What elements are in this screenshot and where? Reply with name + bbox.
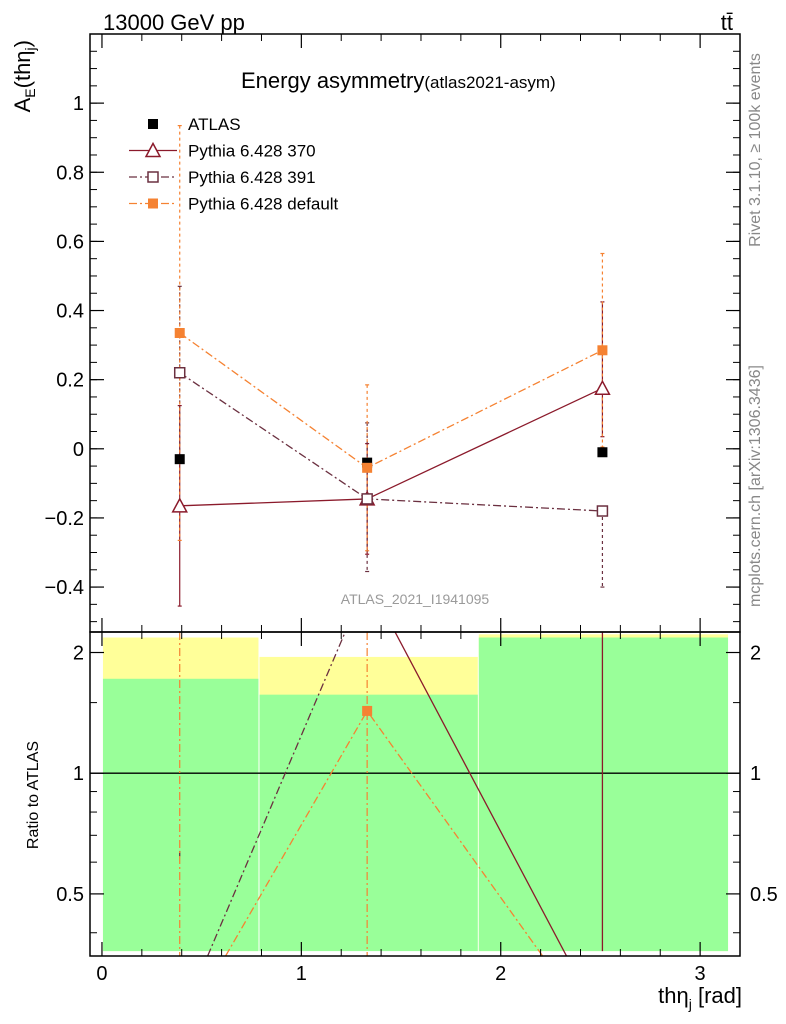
legend-label-3: Pythia 6.428 default (188, 195, 339, 214)
ratio-tick-label: 2 (73, 643, 84, 665)
data-point-3 (362, 462, 373, 473)
legend-marker-0 (148, 119, 158, 129)
data-point-0 (174, 454, 185, 465)
legend-marker-2 (147, 171, 159, 183)
ratio-line-370 (394, 632, 568, 956)
svg-text:AE(thηj): AE(thηj) (10, 40, 38, 112)
y-axis-label: AE(thηj) (10, 40, 38, 112)
analysis-label: ATLAS_2021_I1941095 (341, 591, 490, 607)
mcplots-label: mcplots.cern.ch [arXiv:1306.3436] (747, 365, 764, 607)
ratio-y-label: Ratio to ATLAS (25, 741, 42, 849)
ratio-plot-frame (89, 631, 741, 957)
y-tick-label: 0.4 (56, 301, 84, 323)
header-left: 13000 GeV pp (103, 10, 245, 35)
ratio-uncertainty-bands (90, 634, 740, 952)
data-point-1 (171, 497, 188, 513)
ratio-tick-label: 0.5 (56, 884, 84, 906)
legend-marker-1 (144, 141, 162, 158)
x-tick-label: 0 (96, 963, 107, 985)
ratio-band-inner-0 (102, 678, 259, 952)
ratio-band-inner-2 (478, 637, 729, 952)
data-point-2 (596, 505, 609, 517)
series-line-2 (179, 372, 603, 512)
ratio-tick-label-right: 1 (750, 763, 761, 785)
ratio-tick-label-right: 2 (750, 643, 761, 665)
legend-label-1: Pythia 6.428 370 (188, 142, 316, 161)
y-tick-label: 0.8 (56, 162, 84, 184)
y-tick-label: 0.6 (56, 231, 84, 253)
data-point-0 (597, 447, 608, 458)
data-point-3 (597, 345, 608, 356)
rivet-label: Rivet 3.1.10, ≥ 100k events (747, 53, 764, 247)
ratio-tick-label: 1 (73, 763, 84, 785)
x-tick-label: 1 (296, 963, 307, 985)
header-right: tt̄ (721, 10, 733, 35)
data-point-0 (362, 457, 373, 468)
chart-title: Energy asymmetry(atlas2021-asym) (241, 68, 556, 93)
legend-label-2: Pythia 6.428 391 (188, 168, 316, 187)
y-tick-label: 1 (73, 93, 84, 115)
y-tick-label: 0 (73, 439, 84, 461)
series-line-1 (179, 387, 603, 507)
ratio-point-default (362, 705, 373, 716)
ratio-band-inner-1 (259, 694, 478, 952)
ratio-tick-label-right: 0.5 (750, 884, 778, 906)
series-line-3 (179, 332, 603, 469)
data-point-2 (173, 367, 186, 379)
x-tick-label: 2 (495, 963, 506, 985)
data-point-1 (594, 379, 611, 396)
x-tick-label: 3 (695, 963, 706, 985)
y-tick-label: 0.2 (56, 370, 84, 392)
data-point-3 (174, 328, 185, 338)
legend-marker-3 (148, 198, 158, 209)
ratio-curves (179, 632, 604, 956)
x-axis-label: thηj [rad] (658, 983, 742, 1012)
svg-text:thηj [rad]: thηj [rad] (658, 983, 742, 1012)
data-point-2 (361, 493, 373, 505)
legend-label-0: ATLAS (188, 115, 241, 134)
y-tick-label: −0.4 (45, 577, 84, 599)
ratio-line-391 (207, 632, 346, 956)
legend: ATLAS Pythia 6.428 370 Pythia 6.428 391 Pyt… (129, 115, 339, 214)
y-tick-label: −0.2 (45, 508, 84, 530)
